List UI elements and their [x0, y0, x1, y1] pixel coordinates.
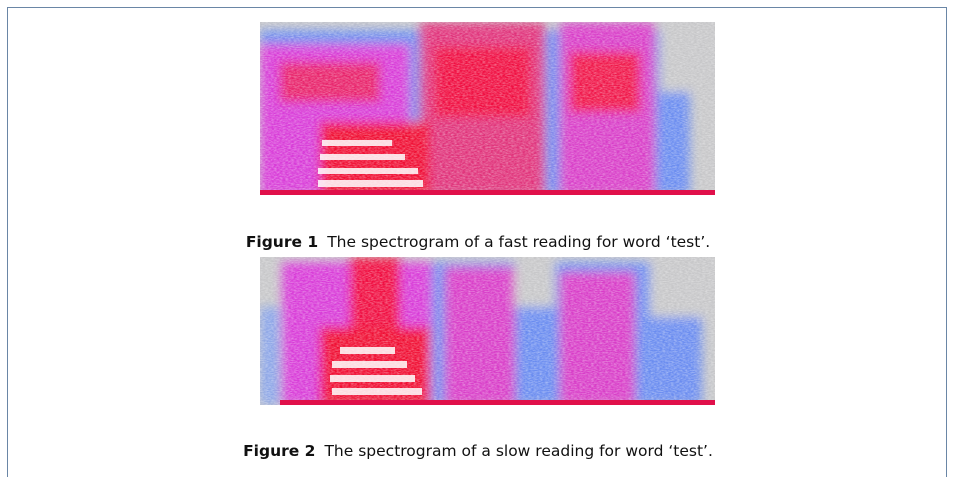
- spectrogram-fast: [260, 22, 715, 195]
- caption-text: The spectrogram of a slow reading for wo…: [324, 442, 712, 460]
- figure-label: Figure 2: [243, 442, 315, 460]
- caption-text: The spectrogram of a fast reading for wo…: [327, 233, 710, 251]
- page: Figure 1 The spectrogram of a fast readin…: [0, 0, 956, 471]
- figure-caption: Figure 2 The spectrogram of a slow readin…: [0, 442, 956, 460]
- figure-label: Figure 1: [246, 233, 318, 251]
- figure-caption: Figure 1 The spectrogram of a fast readin…: [0, 233, 956, 251]
- spectrogram-slow: [260, 257, 715, 405]
